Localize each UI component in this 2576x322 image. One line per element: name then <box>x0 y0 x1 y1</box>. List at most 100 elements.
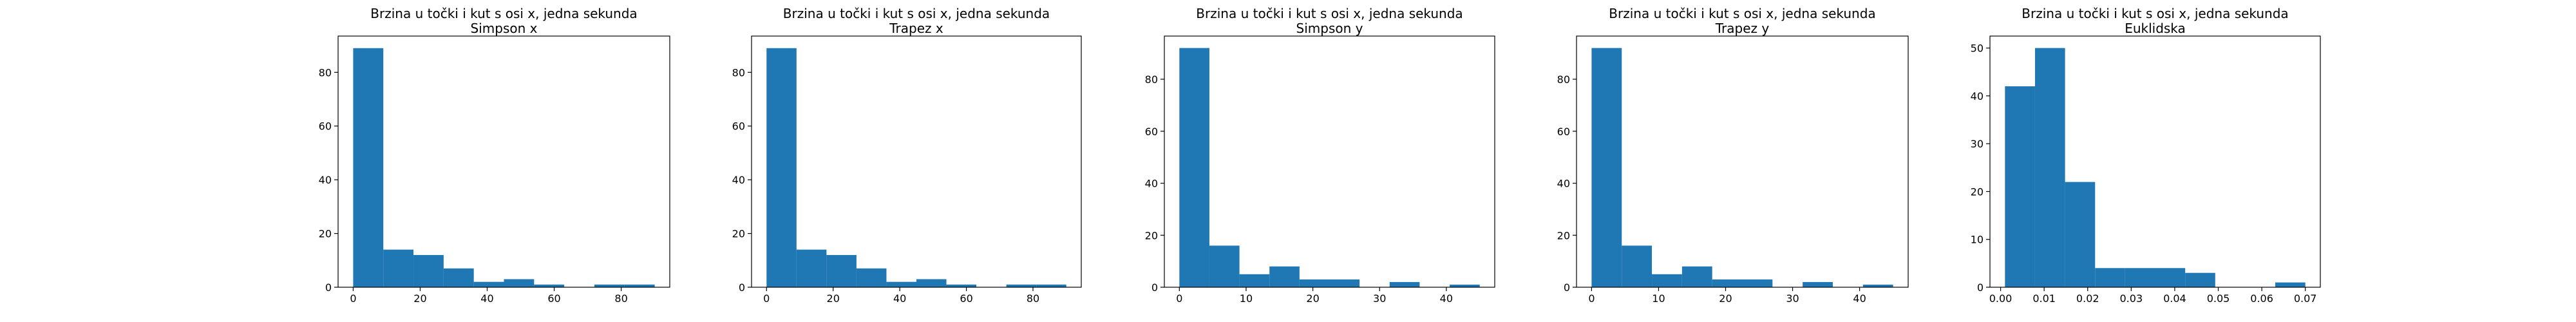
histogram-bar <box>1622 245 1653 287</box>
axes-frame <box>1989 35 2321 288</box>
histogram-bar <box>594 284 625 287</box>
y-tick-label: 0 <box>325 281 332 294</box>
y-tick-label: 40 <box>319 174 332 186</box>
x-tick-label: 0.01 <box>2032 292 2056 305</box>
histogram-bar <box>534 284 565 287</box>
y-tick-label: 60 <box>732 120 745 133</box>
histogram-bar <box>946 284 977 287</box>
histogram-panel: Brzina u točki i kut s osi x, jedna seku… <box>732 6 1082 305</box>
x-tick-label: 20 <box>827 292 840 305</box>
y-tick-label: 0 <box>739 281 745 294</box>
histogram-bar <box>826 254 857 287</box>
y-tick-label: 20 <box>319 228 332 240</box>
chart-title: Brzina u točki i kut s osi x, jedna seku… <box>1609 6 1875 21</box>
histogram-bar <box>886 281 916 287</box>
axes-frame <box>337 35 670 288</box>
x-tick-label: 0.05 <box>2207 292 2230 305</box>
x-tick-label: 0 <box>350 292 356 305</box>
chart-subtitle: Trapez x <box>889 21 943 36</box>
histogram-bar <box>796 249 827 287</box>
y-tick-label: 40 <box>1971 90 1984 102</box>
histogram-bar <box>1329 279 1360 287</box>
histogram-bar <box>353 48 384 287</box>
histogram-panel: Brzina u točki i kut s osi x, jedna seku… <box>319 6 670 305</box>
chart-title: Brzina u točki i kut s osi x, jedna seku… <box>783 6 1050 21</box>
y-tick-label: 20 <box>732 228 745 240</box>
x-tick-label: 0.04 <box>2163 292 2186 305</box>
x-tick-label: 80 <box>614 292 627 305</box>
histogram-bar <box>2275 282 2306 287</box>
x-tick-label: 30 <box>1786 292 1799 305</box>
histogram-bar <box>1681 266 1712 287</box>
histogram-bar <box>2065 182 2096 287</box>
histogram-bar <box>413 254 444 287</box>
y-tick-label: 40 <box>732 174 745 186</box>
histogram-bar <box>2034 48 2065 288</box>
x-tick-label: 60 <box>960 292 972 305</box>
axes-frame <box>1576 35 1909 288</box>
histogram-bar <box>1712 279 1743 287</box>
y-tick-label: 50 <box>1971 43 1984 55</box>
x-tick-label: 20 <box>413 292 426 305</box>
histogram-bar <box>1006 284 1037 287</box>
histogram-bar <box>766 48 797 287</box>
y-tick-label: 0 <box>1564 281 1570 294</box>
chart-subtitle: Simpson y <box>1296 21 1363 36</box>
histogram-bar <box>1389 281 1420 287</box>
histogram-panel: Brzina u točki i kut s osi x, jedna seku… <box>1145 6 1495 305</box>
histogram-bar <box>1652 274 1682 287</box>
y-tick-label: 10 <box>1971 234 1984 246</box>
x-tick-label: 10 <box>1652 292 1665 305</box>
x-tick-label: 0 <box>1588 292 1595 305</box>
x-tick-label: 20 <box>1306 292 1319 305</box>
y-tick-label: 20 <box>1971 185 1984 198</box>
x-tick-label: 60 <box>547 292 560 305</box>
y-tick-label: 60 <box>1145 126 1158 138</box>
y-tick-label: 40 <box>1145 178 1158 190</box>
histogram-panel: Brzina u točki i kut s osi x, jedna seku… <box>1557 6 1909 305</box>
x-tick-label: 40 <box>1440 292 1453 305</box>
histogram-bar <box>1179 48 1209 288</box>
histogram-bar <box>383 249 414 287</box>
y-tick-label: 20 <box>1145 229 1158 242</box>
y-tick-label: 80 <box>1557 73 1570 86</box>
y-tick-label: 80 <box>732 66 745 79</box>
x-tick-label: 0.02 <box>2076 292 2099 305</box>
x-tick-label: 40 <box>1853 292 1866 305</box>
y-tick-label: 80 <box>1145 73 1158 86</box>
y-tick-label: 40 <box>1557 178 1570 190</box>
histogram-bar <box>916 279 947 287</box>
x-tick-label: 0 <box>1176 292 1182 305</box>
histogram-bar <box>2005 86 2035 287</box>
histogram-bar <box>1036 284 1066 287</box>
x-tick-label: 10 <box>1240 292 1253 305</box>
y-tick-label: 0 <box>1151 281 1158 294</box>
histogram-bar <box>1209 245 1240 287</box>
x-tick-label: 40 <box>893 292 906 305</box>
histogram-bar <box>1742 279 1773 287</box>
histogram-bar <box>1862 284 1893 287</box>
x-tick-label: 0.07 <box>2294 292 2317 305</box>
x-tick-label: 20 <box>1719 292 1732 305</box>
histogram-bar <box>1299 279 1330 287</box>
histogram-bar <box>1239 274 1270 287</box>
y-tick-label: 60 <box>1557 126 1570 138</box>
x-tick-label: 0.06 <box>2250 292 2273 305</box>
histogram-bar <box>2095 268 2125 287</box>
chart-title: Brzina u točki i kut s osi x, jedna seku… <box>1196 6 1463 21</box>
histogram-bar <box>2125 268 2155 287</box>
x-tick-label: 0.03 <box>2120 292 2143 305</box>
chart-subtitle: Euklidska <box>2125 21 2186 36</box>
chart-subtitle: Simpson x <box>471 21 538 36</box>
chart-title: Brzina u točki i kut s osi x, jedna seku… <box>370 6 637 21</box>
x-tick-label: 80 <box>1027 292 1039 305</box>
histogram-bar <box>2185 272 2215 287</box>
histogram-bar <box>2155 268 2186 287</box>
y-tick-label: 0 <box>1977 281 1984 294</box>
y-tick-label: 20 <box>1557 229 1570 242</box>
histogram-bar <box>1591 48 1622 288</box>
histogram-bar <box>473 281 504 287</box>
axes-frame <box>751 35 1082 288</box>
x-tick-label: 0.00 <box>1989 292 2012 305</box>
